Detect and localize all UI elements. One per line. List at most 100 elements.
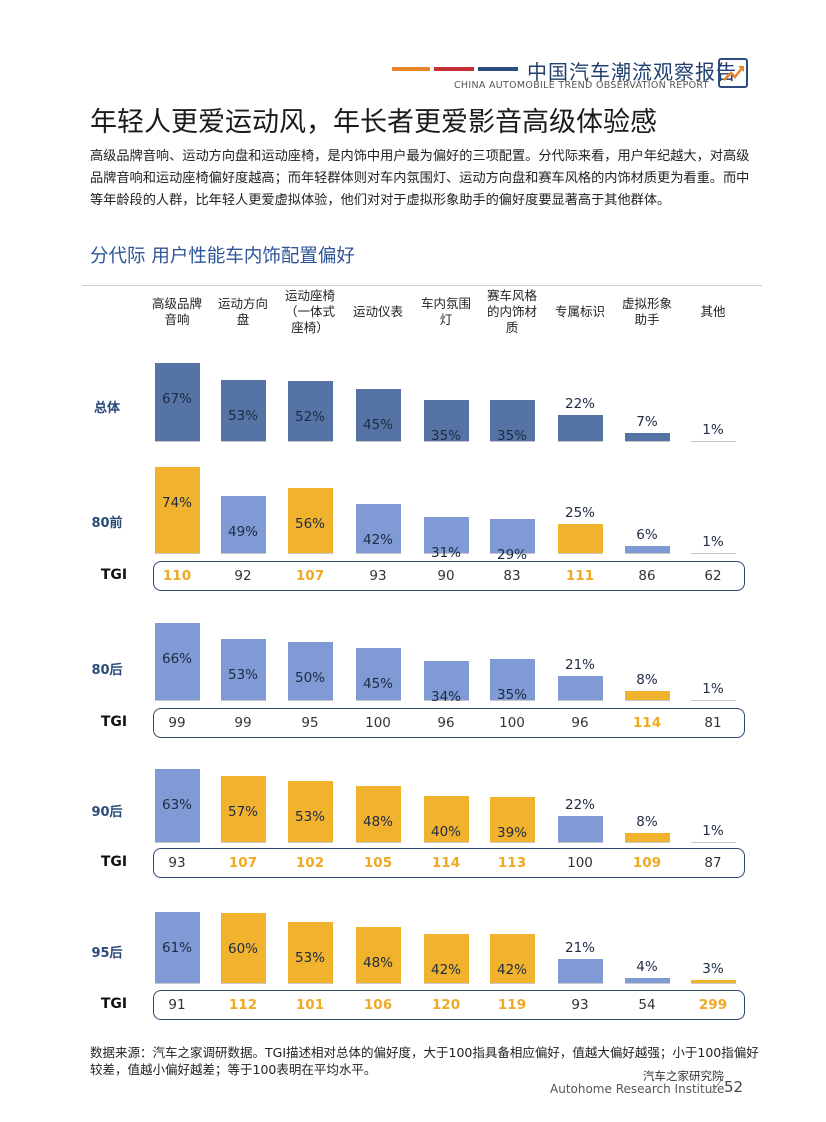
- tgi-value: 119: [497, 997, 527, 1013]
- bar: [557, 675, 603, 700]
- bar-baseline: [690, 842, 736, 843]
- bar-baseline: [624, 700, 670, 701]
- tgi-value: 93: [571, 997, 589, 1013]
- bar-baseline: [690, 441, 736, 442]
- column-header-line: 赛车风格: [486, 288, 537, 303]
- tgi-value: 102: [295, 855, 325, 871]
- value-label: 52%: [294, 408, 325, 425]
- bar: [287, 380, 333, 441]
- tgi-row: [153, 561, 745, 591]
- tgi-value: 62: [704, 568, 722, 584]
- bar-baseline: [557, 983, 603, 984]
- value-label: 1%: [702, 681, 724, 697]
- bar: [287, 488, 333, 553]
- bar: [557, 958, 603, 983]
- bar: [287, 780, 333, 842]
- bar-baseline: [423, 700, 469, 701]
- footer-org-cn: 汽车之家研究院: [643, 1069, 724, 1083]
- column-header: 高级品牌 音响: [144, 296, 210, 328]
- value-label: 4%: [636, 959, 658, 976]
- value-label: 6%: [636, 527, 658, 544]
- bar-baseline: [287, 553, 333, 554]
- value-label: 8%: [636, 671, 658, 688]
- value-label: 35%: [496, 428, 527, 445]
- value-label: 29%: [496, 547, 527, 564]
- column-header-line: 运动方向: [217, 296, 268, 311]
- value-label: 3%: [702, 960, 724, 977]
- bar-baseline: [489, 441, 535, 442]
- bar-baseline: [287, 983, 333, 984]
- value-label: 56%: [294, 516, 325, 533]
- bar: [557, 415, 603, 441]
- column-header-line: 助手: [634, 312, 660, 327]
- tgi-value: 93: [369, 568, 387, 584]
- tgi-value: 114: [431, 855, 461, 871]
- bar-baseline: [287, 842, 333, 843]
- group-label: 80前: [91, 516, 123, 531]
- group-label: 95后: [91, 946, 123, 961]
- value-label: 40%: [430, 823, 461, 840]
- bar-baseline: [557, 842, 603, 843]
- tgi-value: 107: [295, 568, 325, 584]
- tgi-value: 120: [431, 997, 461, 1013]
- header-stripe-red: [434, 67, 474, 71]
- value-label: 39%: [496, 824, 527, 841]
- bar: [690, 979, 736, 983]
- tgi-value: 112: [228, 997, 258, 1013]
- bar: [489, 519, 535, 553]
- bar-baseline: [154, 983, 200, 984]
- tgi-row: [153, 708, 745, 738]
- value-label: 22%: [564, 396, 595, 413]
- bar: [423, 795, 469, 842]
- value-label: 53%: [227, 666, 258, 683]
- column-header-line: （一体式: [284, 304, 335, 319]
- tgi-value: 87: [704, 855, 722, 871]
- bar: [423, 934, 469, 983]
- bar-baseline: [154, 842, 200, 843]
- column-header-line: 音响: [164, 312, 190, 327]
- bar: [557, 816, 603, 842]
- tgi-value: 90: [437, 568, 455, 584]
- value-label: 42%: [362, 532, 393, 549]
- tgi-value: 96: [571, 715, 589, 731]
- bar: [489, 400, 535, 441]
- tgi-value: 299: [698, 997, 728, 1013]
- tgi-value: 86: [638, 568, 656, 584]
- tgi-value: 81: [704, 715, 722, 731]
- column-header: 运动方向盘: [210, 296, 276, 328]
- bar: [220, 775, 266, 842]
- bar-baseline: [355, 700, 401, 701]
- value-label: 53%: [294, 808, 325, 825]
- bar-baseline: [220, 441, 266, 442]
- trend-chart-icon: [718, 58, 748, 88]
- report-subtitle: CHINA AUTOMOBILE TREND OBSERVATION REPOR…: [454, 80, 709, 91]
- tgi-label: TGI: [100, 854, 128, 870]
- column-header-line: 车内氛围: [420, 296, 471, 311]
- value-label: 53%: [294, 949, 325, 966]
- tgi-value: 109: [632, 855, 662, 871]
- value-label: 34%: [430, 688, 461, 705]
- column-header-line: 专属标识: [554, 304, 605, 319]
- column-header-line: 的内饰材: [486, 304, 537, 319]
- value-label: 21%: [564, 656, 595, 673]
- bar-baseline: [624, 842, 670, 843]
- column-header: 其他: [680, 304, 746, 320]
- column-header: 专属标识: [547, 304, 613, 320]
- bar: [287, 642, 333, 700]
- bar-baseline: [557, 553, 603, 554]
- bar: [355, 388, 401, 441]
- value-label: 42%: [496, 962, 527, 979]
- bar: [489, 796, 535, 842]
- value-label: 57%: [227, 803, 258, 820]
- tgi-value: 96: [437, 715, 455, 731]
- column-header-line: 质: [505, 320, 519, 335]
- bar-baseline: [423, 441, 469, 442]
- column-header-line: 盘: [236, 312, 250, 327]
- column-header: 虚拟形象 助手: [614, 296, 680, 328]
- value-label: 45%: [362, 416, 393, 433]
- value-label: 60%: [227, 941, 258, 958]
- bar: [624, 978, 670, 983]
- value-label: 50%: [294, 670, 325, 686]
- value-label: 48%: [362, 955, 393, 972]
- group-label: 80后: [91, 663, 123, 678]
